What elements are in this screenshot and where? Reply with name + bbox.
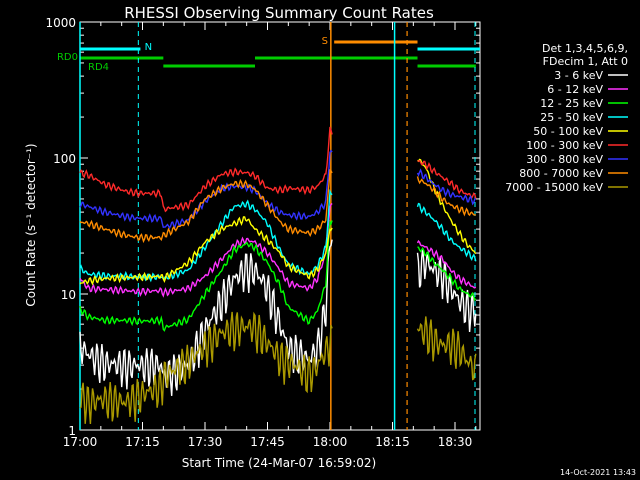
series-line-8: [79, 169, 477, 244]
legend-label-2: 6 - 12 keV: [547, 83, 603, 96]
x-tick-label: 18:15: [375, 435, 410, 449]
flag-label-RD4: RD4: [88, 62, 109, 73]
flag-label-N: N: [145, 42, 152, 53]
y-tick-label: 1: [68, 424, 76, 438]
series-line-9: [79, 311, 477, 425]
x-tick-label: 18:00: [313, 435, 348, 449]
y-tick-label: 10: [61, 288, 76, 302]
legend-label-9: 7000 - 15000 keV: [505, 181, 603, 194]
y-tick-label: 1000: [45, 16, 76, 30]
y-tick-label: 100: [53, 152, 76, 166]
legend-label-7: 300 - 800 keV: [526, 153, 603, 166]
legend-header-line-1: Det 1,3,4,5,6,9,: [542, 42, 628, 55]
timestamp: 14-Oct-2021 13:43: [560, 468, 636, 477]
legend-label-1: 3 - 6 keV: [554, 69, 603, 82]
legend-label-8: 800 - 7000 keV: [519, 167, 603, 180]
series-line-1: [79, 239, 477, 396]
legend-label-4: 25 - 50 keV: [540, 111, 603, 124]
x-tick-label: 18:30: [438, 435, 473, 449]
plot-area: 1 10 100 1000 17:00 17:15 17:30 17:45 18:00 18:15…: [45, 16, 481, 449]
y-axis-label: Count Rate (s⁻¹ detector⁻¹): [24, 143, 38, 306]
series-line-6: [79, 126, 477, 213]
series-line-5: [79, 158, 477, 286]
legend-label-3: 12 - 25 keV: [540, 97, 603, 110]
chart-title: RHESSI Observing Summary Count Rates: [124, 4, 434, 22]
x-tick-label: 17:00: [63, 435, 98, 449]
legend: Det 1,3,4,5,6,9, FDecim 1, Att 0 3 - 6 k…: [505, 42, 628, 194]
legend-label-5: 50 - 100 keV: [533, 125, 603, 138]
x-tick-label: 17:45: [250, 435, 285, 449]
series-line-2: [79, 203, 477, 298]
x-axis-label: Start Time (24-Mar-07 16:59:02): [182, 456, 376, 470]
legend-header-line-2: FDecim 1, Att 0: [543, 55, 628, 68]
flag-label-RD0: RD0: [57, 52, 78, 63]
flag-label-S: S: [322, 36, 328, 47]
legend-label-6: 100 - 300 keV: [526, 139, 603, 152]
series-line-3: [79, 219, 477, 332]
x-tick-label: 17:15: [125, 435, 160, 449]
series-line-7: [79, 149, 476, 230]
x-tick-label: 17:30: [188, 435, 223, 449]
